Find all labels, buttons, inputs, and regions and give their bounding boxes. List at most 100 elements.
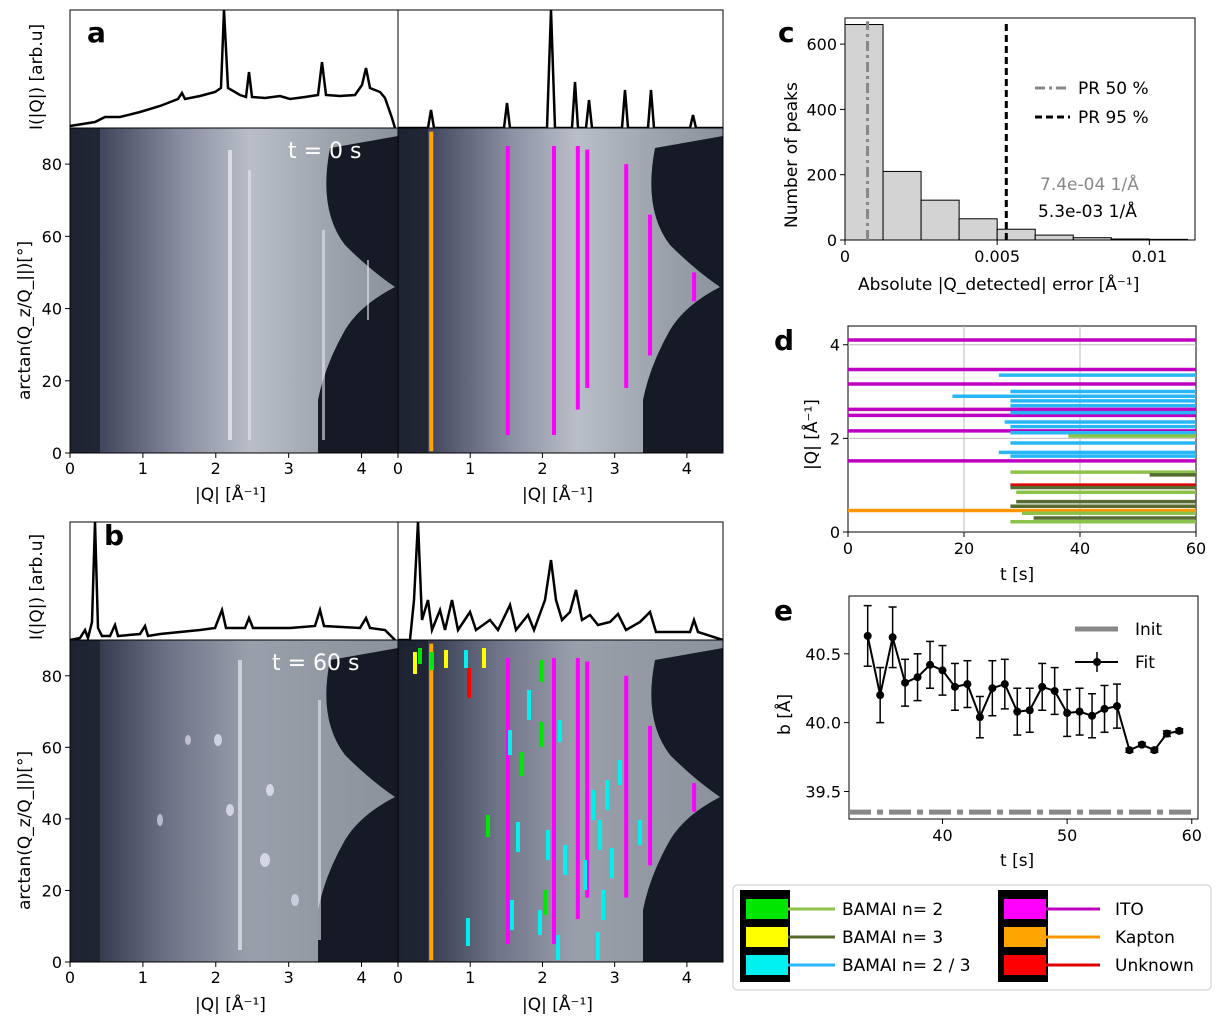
panel-a-map-left: t = 0 s: [69, 127, 399, 454]
x-tick-label: 60: [1186, 539, 1206, 558]
fit-point: [1050, 686, 1059, 695]
x-tick-label: 1: [138, 459, 148, 478]
panel-b-map-right: [397, 639, 724, 963]
panel-b-peak-lines: [429, 643, 697, 961]
y-tick-label: 20: [42, 881, 62, 900]
x-tick-label: 0: [65, 968, 75, 987]
y-tick-label: 60: [42, 227, 62, 246]
y-tick-label: 2: [830, 429, 840, 448]
fit-point: [1025, 706, 1034, 715]
panel-b-ylabel-map: arctan(Q_z/Q_||)[°]: [15, 751, 35, 910]
x-tick-label: 50: [1057, 826, 1077, 845]
fit-point: [1088, 711, 1097, 720]
legend-kapton-swatch: [1004, 927, 1046, 947]
panel-b-xlabel-right: |Q| [Å⁻¹]: [522, 993, 593, 1015]
fit-point: [1112, 702, 1121, 711]
fit-point: [1075, 707, 1084, 716]
legend-ito-swatch: [1004, 899, 1046, 919]
x-tick-label: 60: [1182, 826, 1202, 845]
legend-unknown-swatch: [1004, 955, 1046, 975]
panel-b-time-label: t = 60 s: [272, 651, 360, 676]
x-tick-label: 20: [954, 539, 974, 558]
y-tick-label: 39.5: [805, 782, 841, 801]
panel-d-xlabel: t [s]: [1000, 565, 1034, 585]
x-tick-label: 4: [682, 459, 692, 478]
panel-e-frame: [848, 595, 1199, 820]
panel-a-label: a: [87, 16, 106, 49]
x-tick-label: 1: [465, 459, 475, 478]
x-tick-label: 1: [465, 968, 475, 987]
fit-point: [913, 673, 922, 682]
y-tick-label: 80: [42, 667, 62, 686]
legend-init-label: Init: [1135, 620, 1163, 640]
panel-e-ylabel: b [Å]: [773, 694, 795, 735]
panel-b-map-left: t = 60 s: [69, 639, 399, 963]
histogram-bar: [882, 170, 922, 241]
panel-c-ticks: 0 0.005 0.01 0 200 400 600: [806, 35, 1167, 266]
panel-d: d 0 20 40 60 0 2 4 |Q| [Å⁻¹] t [s]: [774, 324, 1206, 585]
panel-d-lines: [848, 338, 1196, 524]
fit-point: [950, 682, 959, 691]
panel-d-label: d: [774, 324, 794, 357]
panel-d-ylabel: |Q| [Å⁻¹]: [800, 399, 822, 470]
y-tick-label: 40.5: [805, 645, 841, 664]
x-tick-label: 0: [840, 247, 850, 266]
legend-bamai-n23-swatch: [746, 955, 788, 975]
y-tick-label: 40: [42, 300, 62, 319]
fit-point: [963, 680, 972, 689]
fit-point: [975, 713, 984, 722]
fit-point: [1038, 682, 1047, 691]
histogram-bar: [1034, 234, 1074, 241]
fit-line: [866, 635, 1180, 752]
x-tick-label: 4: [356, 459, 366, 478]
panel-c-label: c: [778, 16, 795, 49]
panel-b-bamai-spots: [413, 648, 642, 960]
panel-a-profile-left-frame: [69, 9, 399, 129]
x-tick-label: 2: [211, 968, 221, 987]
annot-pr50-value: 7.4e-04 1/Å: [1040, 173, 1139, 195]
panel-b-label: b: [104, 519, 124, 552]
fit-point: [926, 660, 935, 669]
x-tick-label: 40: [1070, 539, 1090, 558]
x-tick-label: 4: [682, 968, 692, 987]
histogram-bar: [920, 199, 960, 241]
panel-d-grid: [848, 326, 1196, 532]
fit-point: [863, 631, 872, 640]
x-tick-label: 1: [138, 968, 148, 987]
panel-e-plot: [849, 604, 1198, 815]
panel-a-xlabel-right: |Q| [Å⁻¹]: [522, 483, 593, 505]
fit-point: [1175, 726, 1184, 735]
panel-c: c 0 0.005 0.01 0 200 400 600 Number of peaks A…: [778, 16, 1196, 295]
panel-a-ylabel-profile: I(|Q|) [arb.u]: [27, 24, 47, 130]
panel-a-profile-right-frame: [397, 9, 724, 129]
fit-point: [1162, 729, 1171, 738]
x-tick-label: 3: [610, 459, 620, 478]
panel-e-ticks: 40 50 60 39.5 40.0 40.5: [805, 645, 1202, 845]
bottom-legend: BAMAI n= 2 BAMAI n= 3 BAMAI n= 2 / 3 ITO…: [732, 884, 1212, 991]
panel-a-ylabel-map: arctan(Q_z/Q_||)[°]: [15, 241, 35, 400]
x-tick-label: 0: [65, 459, 75, 478]
legend-bamai-n3-label: BAMAI n= 3: [842, 928, 943, 948]
y-tick-label: 40: [42, 810, 62, 829]
histogram-bar: [1072, 237, 1112, 241]
fit-point: [1000, 680, 1009, 689]
panel-e-label: e: [774, 594, 793, 627]
fit-point: [1013, 707, 1022, 716]
panel-b-profile-left-curve: [69, 521, 396, 643]
panel-a-xlabel-left: |Q| [Å⁻¹]: [195, 483, 266, 505]
legend-bamai-n3-swatch: [746, 927, 788, 947]
histogram-bar: [996, 228, 1036, 241]
panel-d-ticks: 0 20 40 60 0 2 4: [830, 336, 1206, 558]
y-tick-label: 40.0: [805, 714, 841, 733]
legend-bamai-n23-label: BAMAI n= 2 / 3: [842, 956, 971, 976]
x-tick-label: 0.005: [974, 247, 1020, 266]
fit-point: [1100, 704, 1109, 713]
fit-point: [1063, 709, 1072, 718]
y-tick-label: 20: [42, 372, 62, 391]
x-tick-label: 0.01: [1132, 247, 1168, 266]
legend-pr95-label: PR 95 %: [1078, 108, 1149, 128]
panel-a-map-right: [397, 127, 724, 454]
panel-a-peak-lines: [429, 131, 697, 452]
panel-b: b I(|Q|) [arb.u] t = 60 s: [15, 519, 724, 1015]
